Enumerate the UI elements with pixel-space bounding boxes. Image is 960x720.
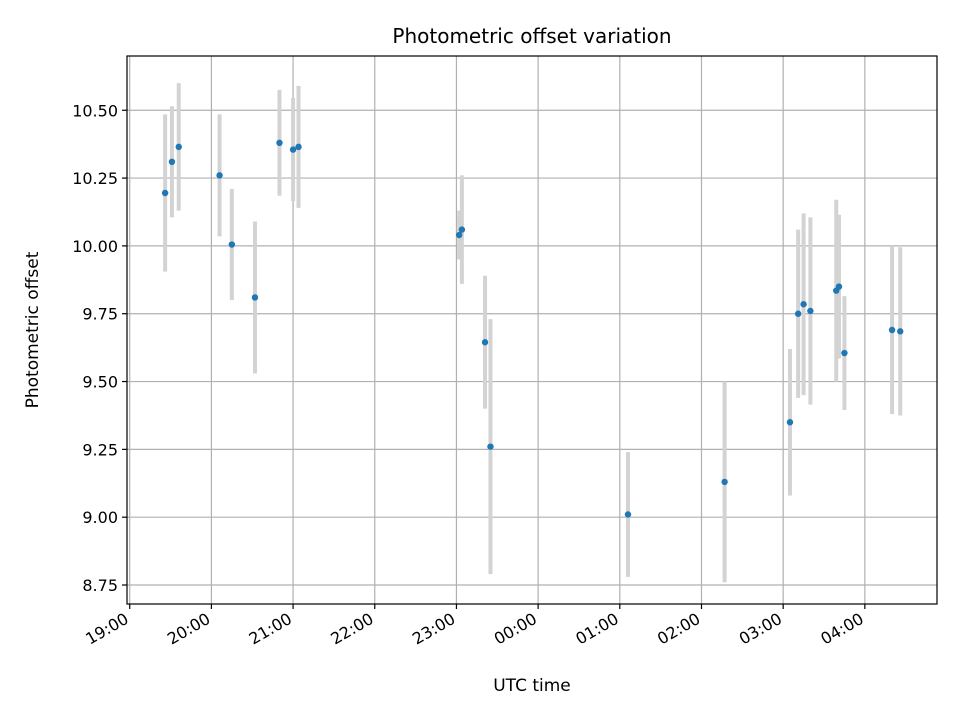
y-tick-label: 10.25	[72, 169, 118, 188]
y-tick-label: 9.00	[82, 508, 118, 527]
error-bars	[163, 83, 903, 583]
data-point	[786, 419, 794, 426]
y-tick-label: 9.25	[82, 440, 118, 459]
x-tick-label: 21:00	[246, 609, 295, 649]
y-tick-label: 10.50	[72, 101, 118, 120]
data-point	[251, 294, 259, 301]
y-tick-label: 8.75	[82, 576, 118, 595]
x-tick-label: 19:00	[82, 609, 131, 649]
x-axis-ticks: 19:00 20:00 21:00 22:00 23:00 00:00 01:00 02:00…	[82, 604, 867, 649]
data-point	[794, 310, 802, 317]
data-point	[624, 511, 632, 518]
data-point	[481, 339, 489, 346]
data-point	[289, 146, 297, 153]
x-axis-label: UTC time	[493, 676, 571, 696]
x-tick-label: 01:00	[572, 609, 621, 649]
x-tick-label: 02:00	[654, 609, 703, 649]
data-point	[888, 326, 896, 334]
grid	[127, 56, 937, 604]
data-point	[228, 241, 236, 248]
data-point	[168, 158, 176, 166]
x-tick-label: 23:00	[409, 609, 458, 649]
data-point	[807, 307, 814, 315]
data-point	[175, 143, 182, 151]
data-point	[721, 478, 728, 486]
data-point	[897, 328, 904, 335]
plot-frame	[126, 55, 938, 605]
y-tick-label: 9.75	[82, 305, 118, 324]
y-tick-label: 9.50	[82, 373, 118, 392]
y-tick-label: 10.00	[72, 237, 118, 256]
y-axis-label: Photometric offset	[23, 251, 43, 408]
data-point	[161, 189, 169, 197]
data-point	[487, 443, 494, 450]
x-tick-label: 20:00	[164, 609, 213, 649]
data-point	[835, 283, 843, 290]
chart-title: Photometric offset variation	[392, 24, 671, 48]
data-point	[295, 143, 302, 151]
data-point	[455, 231, 463, 239]
y-axis-ticks: 8.75 9.00 9.25 9.50 9.75 10.00 10.25 10.50	[72, 101, 127, 595]
data-point	[276, 139, 283, 147]
data-point	[841, 349, 848, 357]
x-tick-label: 03:00	[736, 609, 785, 649]
x-tick-label: 22:00	[327, 609, 376, 649]
x-tick-label: 00:00	[491, 609, 540, 649]
data-point	[216, 172, 223, 179]
data-point	[458, 226, 466, 233]
data-point	[800, 301, 807, 308]
data-points	[161, 139, 904, 518]
x-tick-label: 04:00	[817, 609, 866, 649]
